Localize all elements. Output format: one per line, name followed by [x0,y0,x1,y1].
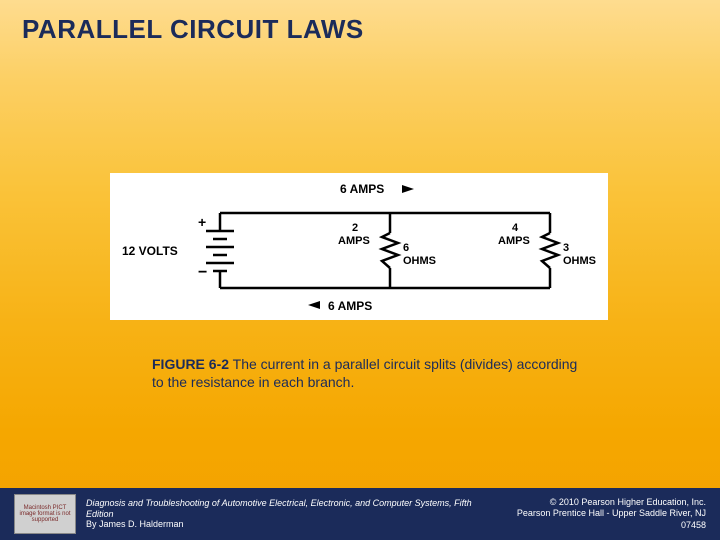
bottom-current-arrow: 6 AMPS [308,299,372,313]
wire-group [206,213,558,288]
book-credit: Diagnosis and Troubleshooting of Automot… [86,498,493,530]
unsupported-image-icon: Macintosh PICT image format is not suppo… [14,494,76,534]
slide-footer: Macintosh PICT image format is not suppo… [0,488,720,540]
arrow-right-icon [402,185,414,193]
book-title: Diagnosis and Troubleshooting of Automot… [86,498,493,520]
slide-title: PARALLEL CIRCUIT LAWS [22,14,364,45]
top-current-label: 6 AMPS [340,182,384,196]
branch2-current-line2: AMPS [498,235,530,247]
top-current-arrow: 6 AMPS [340,182,414,196]
battery-minus-icon: − [198,264,207,281]
copyright-line1: © 2010 Pearson Higher Education, Inc. [493,497,706,508]
footer-left: Macintosh PICT image format is not suppo… [14,494,493,534]
branch1-ohms-line1: 6 [403,242,409,254]
circuit-figure: 6 AMPS 6 AMPS 12 VOLTS + − 2 AMPS 6 OHMS… [110,173,608,320]
arrow-left-icon [308,301,320,309]
branch1-current-line2: AMPS [338,235,370,247]
copyright-line2: Pearson Prentice Hall - Upper Saddle Riv… [493,508,706,531]
bottom-current-label: 6 AMPS [328,299,372,313]
book-author: By James D. Halderman [86,519,493,530]
branch2-ohms-line2: OHMS [563,255,596,267]
branch1-ohms-line2: OHMS [403,255,436,267]
caption-label: FIGURE 6-2 [152,356,229,372]
slide: PARALLEL CIRCUIT LAWS [0,0,720,540]
voltage-label: 12 VOLTS [122,244,178,258]
battery-plus-icon: + [198,214,206,230]
figure-caption: FIGURE 6-2 The current in a parallel cir… [152,355,582,391]
footer-right: © 2010 Pearson Higher Education, Inc. Pe… [493,497,706,531]
circuit-svg: 6 AMPS 6 AMPS 12 VOLTS + − 2 AMPS 6 OHMS… [110,173,608,320]
branch2-current-line1: 4 [512,222,519,234]
branch1-current-line1: 2 [352,222,358,234]
branch2-ohms-line1: 3 [563,242,569,254]
